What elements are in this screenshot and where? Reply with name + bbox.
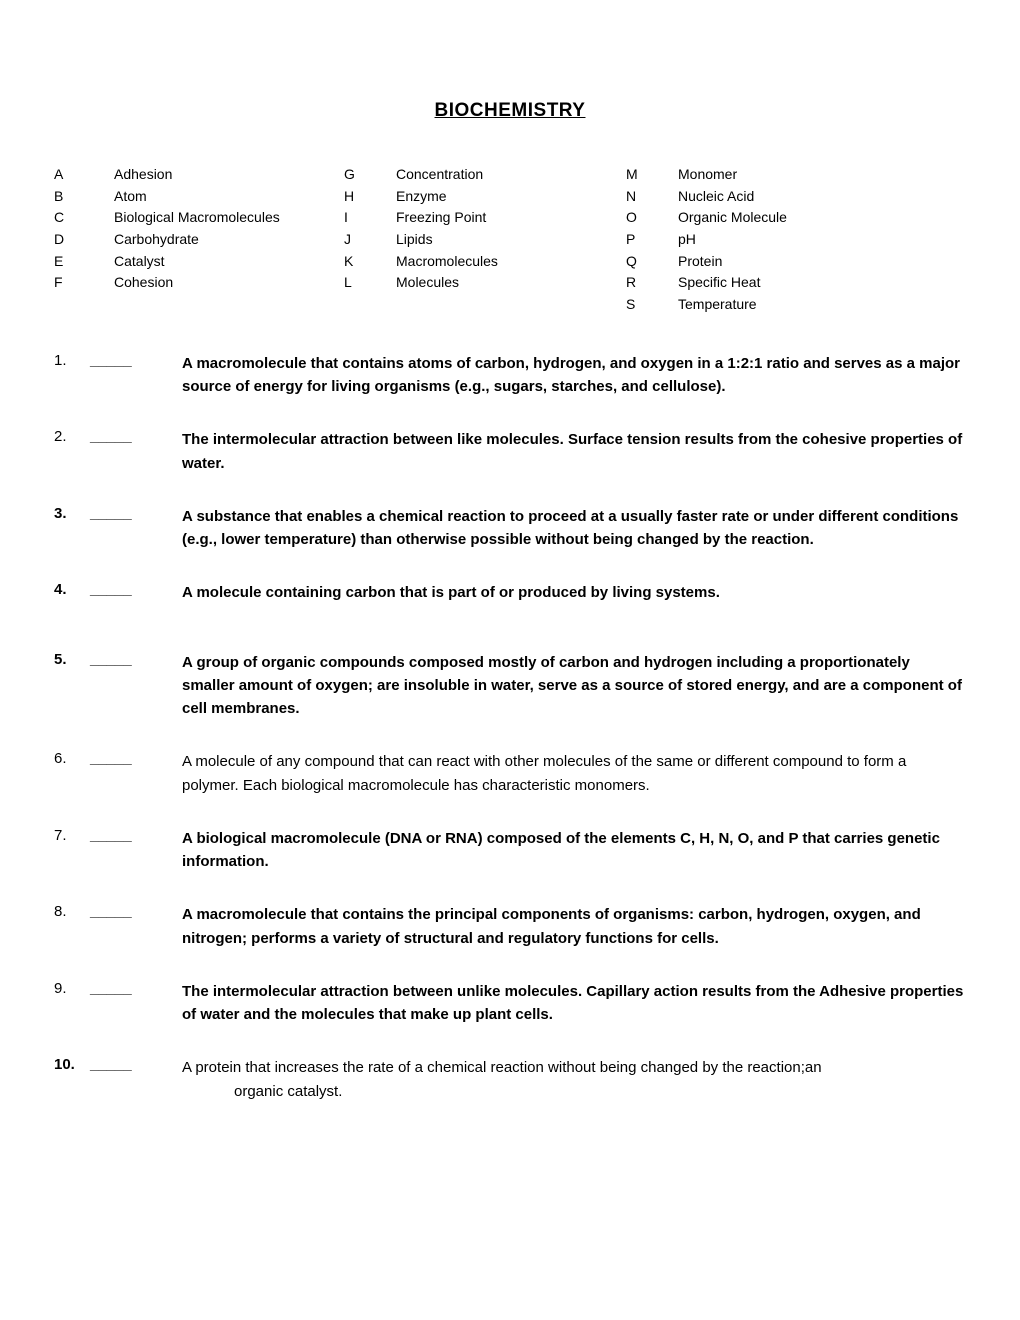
wb-letter: R	[626, 272, 678, 294]
question-row: 7. _____ A biological macromolecule (DNA…	[54, 827, 966, 874]
wb-term: Macromolecules	[396, 251, 626, 273]
wb-col3-letters: M N O P Q R S	[626, 164, 678, 316]
answer-blank[interactable]: _____	[90, 980, 182, 997]
answer-blank[interactable]: _____	[90, 1056, 182, 1073]
wb-term: Adhesion	[114, 164, 344, 186]
wb-letter: M	[626, 164, 678, 186]
answer-blank[interactable]: _____	[90, 903, 182, 920]
answer-blank[interactable]: _____	[90, 581, 182, 598]
answer-blank[interactable]: _____	[90, 505, 182, 522]
wb-term: Lipids	[396, 229, 626, 251]
question-text: A group of organic compounds composed mo…	[182, 651, 966, 721]
wb-letter: F	[54, 272, 114, 294]
question-row: 1. _____ A macromolecule that contains a…	[54, 352, 966, 399]
question-text: A macromolecule that contains atoms of c…	[182, 352, 966, 399]
wb-letter: G	[344, 164, 396, 186]
word-bank: A B C D E F Adhesion Atom Biological Mac…	[54, 164, 966, 316]
wb-letter: A	[54, 164, 114, 186]
question-number: 3.	[54, 505, 90, 522]
wb-col1-letters: A B C D E F	[54, 164, 114, 316]
wb-term: pH	[678, 229, 787, 251]
question-text: A substance that enables a chemical reac…	[182, 505, 966, 552]
question-row: 2. _____ The intermolecular attraction b…	[54, 428, 966, 475]
wb-letter: N	[626, 186, 678, 208]
question-number: 5.	[54, 651, 90, 668]
wb-term: Monomer	[678, 164, 787, 186]
answer-blank[interactable]: _____	[90, 651, 182, 668]
wb-term: Carbohydrate	[114, 229, 344, 251]
wb-col2-letters: G H I J K L	[344, 164, 396, 316]
question-number: 2.	[54, 428, 90, 445]
wb-term: Organic Molecule	[678, 207, 787, 229]
wb-term: Cohesion	[114, 272, 344, 294]
wb-letter: I	[344, 207, 396, 229]
question-text: The intermolecular attraction between un…	[182, 980, 966, 1027]
wb-term: Enzyme	[396, 186, 626, 208]
wb-letter: B	[54, 186, 114, 208]
wb-letter: S	[626, 294, 678, 316]
wb-term: Molecules	[396, 272, 626, 294]
question-text-line2: organic catalyst.	[182, 1080, 966, 1103]
wb-letter: K	[344, 251, 396, 273]
question-row: 4. _____ A molecule containing carbon th…	[54, 581, 966, 604]
question-number: 10.	[54, 1056, 90, 1073]
wb-letter: P	[626, 229, 678, 251]
answer-blank[interactable]: _____	[90, 827, 182, 844]
wb-letter: Q	[626, 251, 678, 273]
page-title: BIOCHEMISTRY	[54, 100, 966, 122]
question-row: 9. _____ The intermolecular attraction b…	[54, 980, 966, 1027]
question-row: 10. _____ A protein that increases the r…	[54, 1056, 966, 1103]
wb-term: Biological Macromolecules	[114, 207, 344, 229]
question-row: 6. _____ A molecule of any compound that…	[54, 750, 966, 797]
wb-term: Nucleic Acid	[678, 186, 787, 208]
question-text: A macromolecule that contains the princi…	[182, 903, 966, 950]
question-text: A molecule containing carbon that is par…	[182, 581, 966, 604]
question-text: A protein that increases the rate of a c…	[182, 1056, 966, 1103]
question-text: A molecule of any compound that can reac…	[182, 750, 966, 797]
wb-term: Freezing Point	[396, 207, 626, 229]
answer-blank[interactable]: _____	[90, 428, 182, 445]
answer-blank[interactable]: _____	[90, 750, 182, 767]
wb-col2-terms: Concentration Enzyme Freezing Point Lipi…	[396, 164, 626, 316]
question-text: A biological macromolecule (DNA or RNA) …	[182, 827, 966, 874]
wb-letter: E	[54, 251, 114, 273]
wb-letter: H	[344, 186, 396, 208]
worksheet-page: BIOCHEMISTRY A B C D E F Adhesion Atom B…	[0, 0, 1020, 1320]
wb-col3-terms: Monomer Nucleic Acid Organic Molecule pH…	[678, 164, 787, 316]
wb-term: Temperature	[678, 294, 787, 316]
wb-letter: O	[626, 207, 678, 229]
question-row: 5. _____ A group of organic compounds co…	[54, 651, 966, 721]
questions-list: 1. _____ A macromolecule that contains a…	[54, 352, 966, 1133]
question-number: 6.	[54, 750, 90, 767]
wb-term: Catalyst	[114, 251, 344, 273]
question-number: 1.	[54, 352, 90, 369]
question-number: 7.	[54, 827, 90, 844]
wb-col1-terms: Adhesion Atom Biological Macromolecules …	[114, 164, 344, 316]
wb-letter: J	[344, 229, 396, 251]
question-number: 8.	[54, 903, 90, 920]
question-number: 4.	[54, 581, 90, 598]
wb-letter: C	[54, 207, 114, 229]
answer-blank[interactable]: _____	[90, 352, 182, 369]
wb-term: Atom	[114, 186, 344, 208]
question-row: 3. _____ A substance that enables a chem…	[54, 505, 966, 552]
question-row: 8. _____ A macromolecule that contains t…	[54, 903, 966, 950]
wb-term: Specific Heat	[678, 272, 787, 294]
wb-term: Concentration	[396, 164, 626, 186]
wb-letter: D	[54, 229, 114, 251]
question-text-line1: A protein that increases the rate of a c…	[182, 1059, 822, 1076]
wb-term: Protein	[678, 251, 787, 273]
question-number: 9.	[54, 980, 90, 997]
wb-letter: L	[344, 272, 396, 294]
question-text: The intermolecular attraction between li…	[182, 428, 966, 475]
